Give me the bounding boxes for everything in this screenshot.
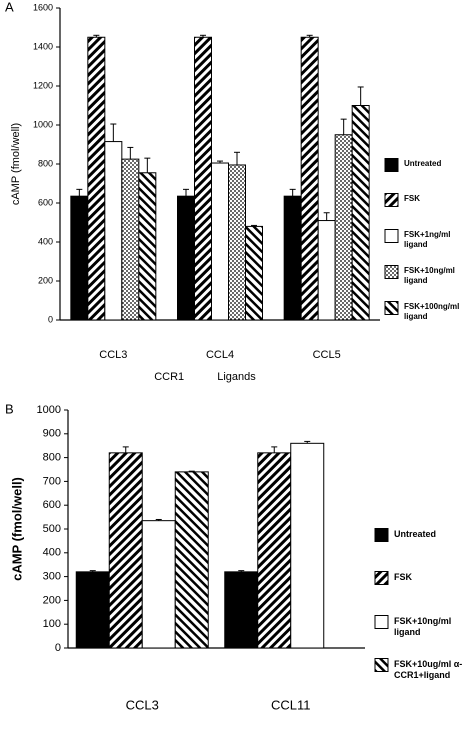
y-tick-label: 1600 — [33, 2, 53, 12]
bar — [174, 471, 209, 649]
bar — [141, 520, 176, 649]
panel-label: A — [5, 0, 14, 14]
legend-label: FSK+10ng/ml ligand — [394, 615, 452, 637]
x-axis-label: CCR1 Ligands — [154, 371, 256, 383]
bar — [177, 195, 195, 321]
legend-swatch — [374, 528, 389, 542]
bar — [70, 195, 89, 321]
legend-label: FSK+1ng/ml ligand — [404, 230, 451, 250]
bar — [245, 225, 263, 321]
y-axis-label: cAMP (fmol/well) — [9, 477, 24, 581]
bar — [300, 36, 319, 321]
legend-label: Untreated — [404, 159, 442, 169]
legend-label: FSK+10ug/ml α-CCR1+ligand — [394, 658, 463, 680]
y-tick-label: 1000 — [33, 119, 53, 129]
bar — [283, 195, 302, 321]
y-tick-label: 800 — [38, 158, 53, 168]
bar — [87, 36, 106, 321]
error-bar — [110, 123, 117, 142]
y-tick-label: 1400 — [33, 41, 53, 51]
bar — [194, 36, 212, 321]
y-tick-label: 700 — [43, 475, 61, 487]
error-bar — [271, 446, 278, 453]
legend-label: Untreated — [394, 528, 437, 539]
error-bar — [155, 518, 162, 521]
bar — [334, 134, 353, 321]
x-tick-label: CCL4 — [206, 349, 234, 361]
error-bar — [234, 151, 240, 165]
error-bar — [89, 570, 96, 572]
y-tick-label: 900 — [43, 428, 61, 440]
error-bar — [357, 86, 364, 106]
error-bar — [183, 188, 189, 197]
x-tick-label: CCL11 — [271, 697, 311, 712]
error-bar — [251, 224, 257, 227]
bar — [121, 158, 140, 321]
legend-swatch — [384, 229, 399, 243]
y-tick-label: 0 — [55, 642, 61, 654]
y-tick-label: 400 — [43, 547, 61, 559]
error-bar — [144, 157, 151, 173]
legend-swatch — [384, 193, 399, 207]
error-bar — [200, 34, 206, 38]
y-tick-label: 200 — [38, 275, 53, 285]
error-bar — [122, 446, 129, 453]
bar — [228, 164, 246, 321]
legend-swatch — [384, 265, 399, 279]
bar — [351, 105, 370, 321]
y-tick-label: 800 — [43, 452, 61, 464]
bar — [104, 141, 123, 321]
bar — [108, 452, 143, 649]
error-bar — [93, 34, 100, 38]
error-bar — [304, 440, 311, 444]
y-axis-label: cAMP (fmol/well) — [10, 123, 22, 205]
legend-swatch — [374, 658, 389, 672]
y-tick-label: 600 — [38, 197, 53, 207]
y-tick-label: 400 — [38, 236, 53, 246]
y-tick-label: 1200 — [33, 80, 53, 90]
legend-swatch — [384, 301, 399, 315]
y-tick-label: 200 — [43, 594, 61, 606]
bar — [211, 162, 229, 321]
x-tick-label: CCL3 — [126, 697, 159, 712]
legend-label: FSK+10ng/ml ligand — [404, 266, 455, 286]
error-bar — [217, 160, 223, 164]
x-tick-label: CCL3 — [99, 349, 127, 361]
legend-swatch — [374, 571, 389, 585]
error-bar — [289, 188, 296, 197]
legend-label: FSK+100ng/ml ligand — [404, 302, 460, 322]
y-tick-label: 1000 — [37, 404, 61, 416]
x-tick-label: CCL5 — [313, 349, 341, 361]
legend-label: FSK — [394, 571, 412, 582]
panel-label: B — [5, 401, 14, 416]
legend-swatch — [374, 615, 389, 629]
y-tick-label: 600 — [43, 499, 61, 511]
bar — [290, 442, 325, 649]
y-tick-label: 100 — [43, 618, 61, 630]
error-bar — [238, 570, 245, 572]
bar — [75, 571, 110, 649]
bar — [224, 571, 259, 649]
error-bar — [127, 146, 134, 160]
error-bar — [188, 470, 195, 472]
legend-swatch — [384, 158, 399, 172]
bar — [138, 172, 157, 321]
error-bar — [340, 118, 347, 135]
y-tick-label: 0 — [48, 314, 53, 324]
y-tick-label: 500 — [43, 523, 61, 535]
error-bar — [323, 212, 330, 221]
error-bar — [306, 34, 313, 38]
error-bar — [76, 188, 83, 197]
bar — [257, 452, 292, 649]
legend-label: FSK — [404, 194, 420, 204]
bar — [317, 220, 336, 321]
y-tick-label: 300 — [43, 571, 61, 583]
